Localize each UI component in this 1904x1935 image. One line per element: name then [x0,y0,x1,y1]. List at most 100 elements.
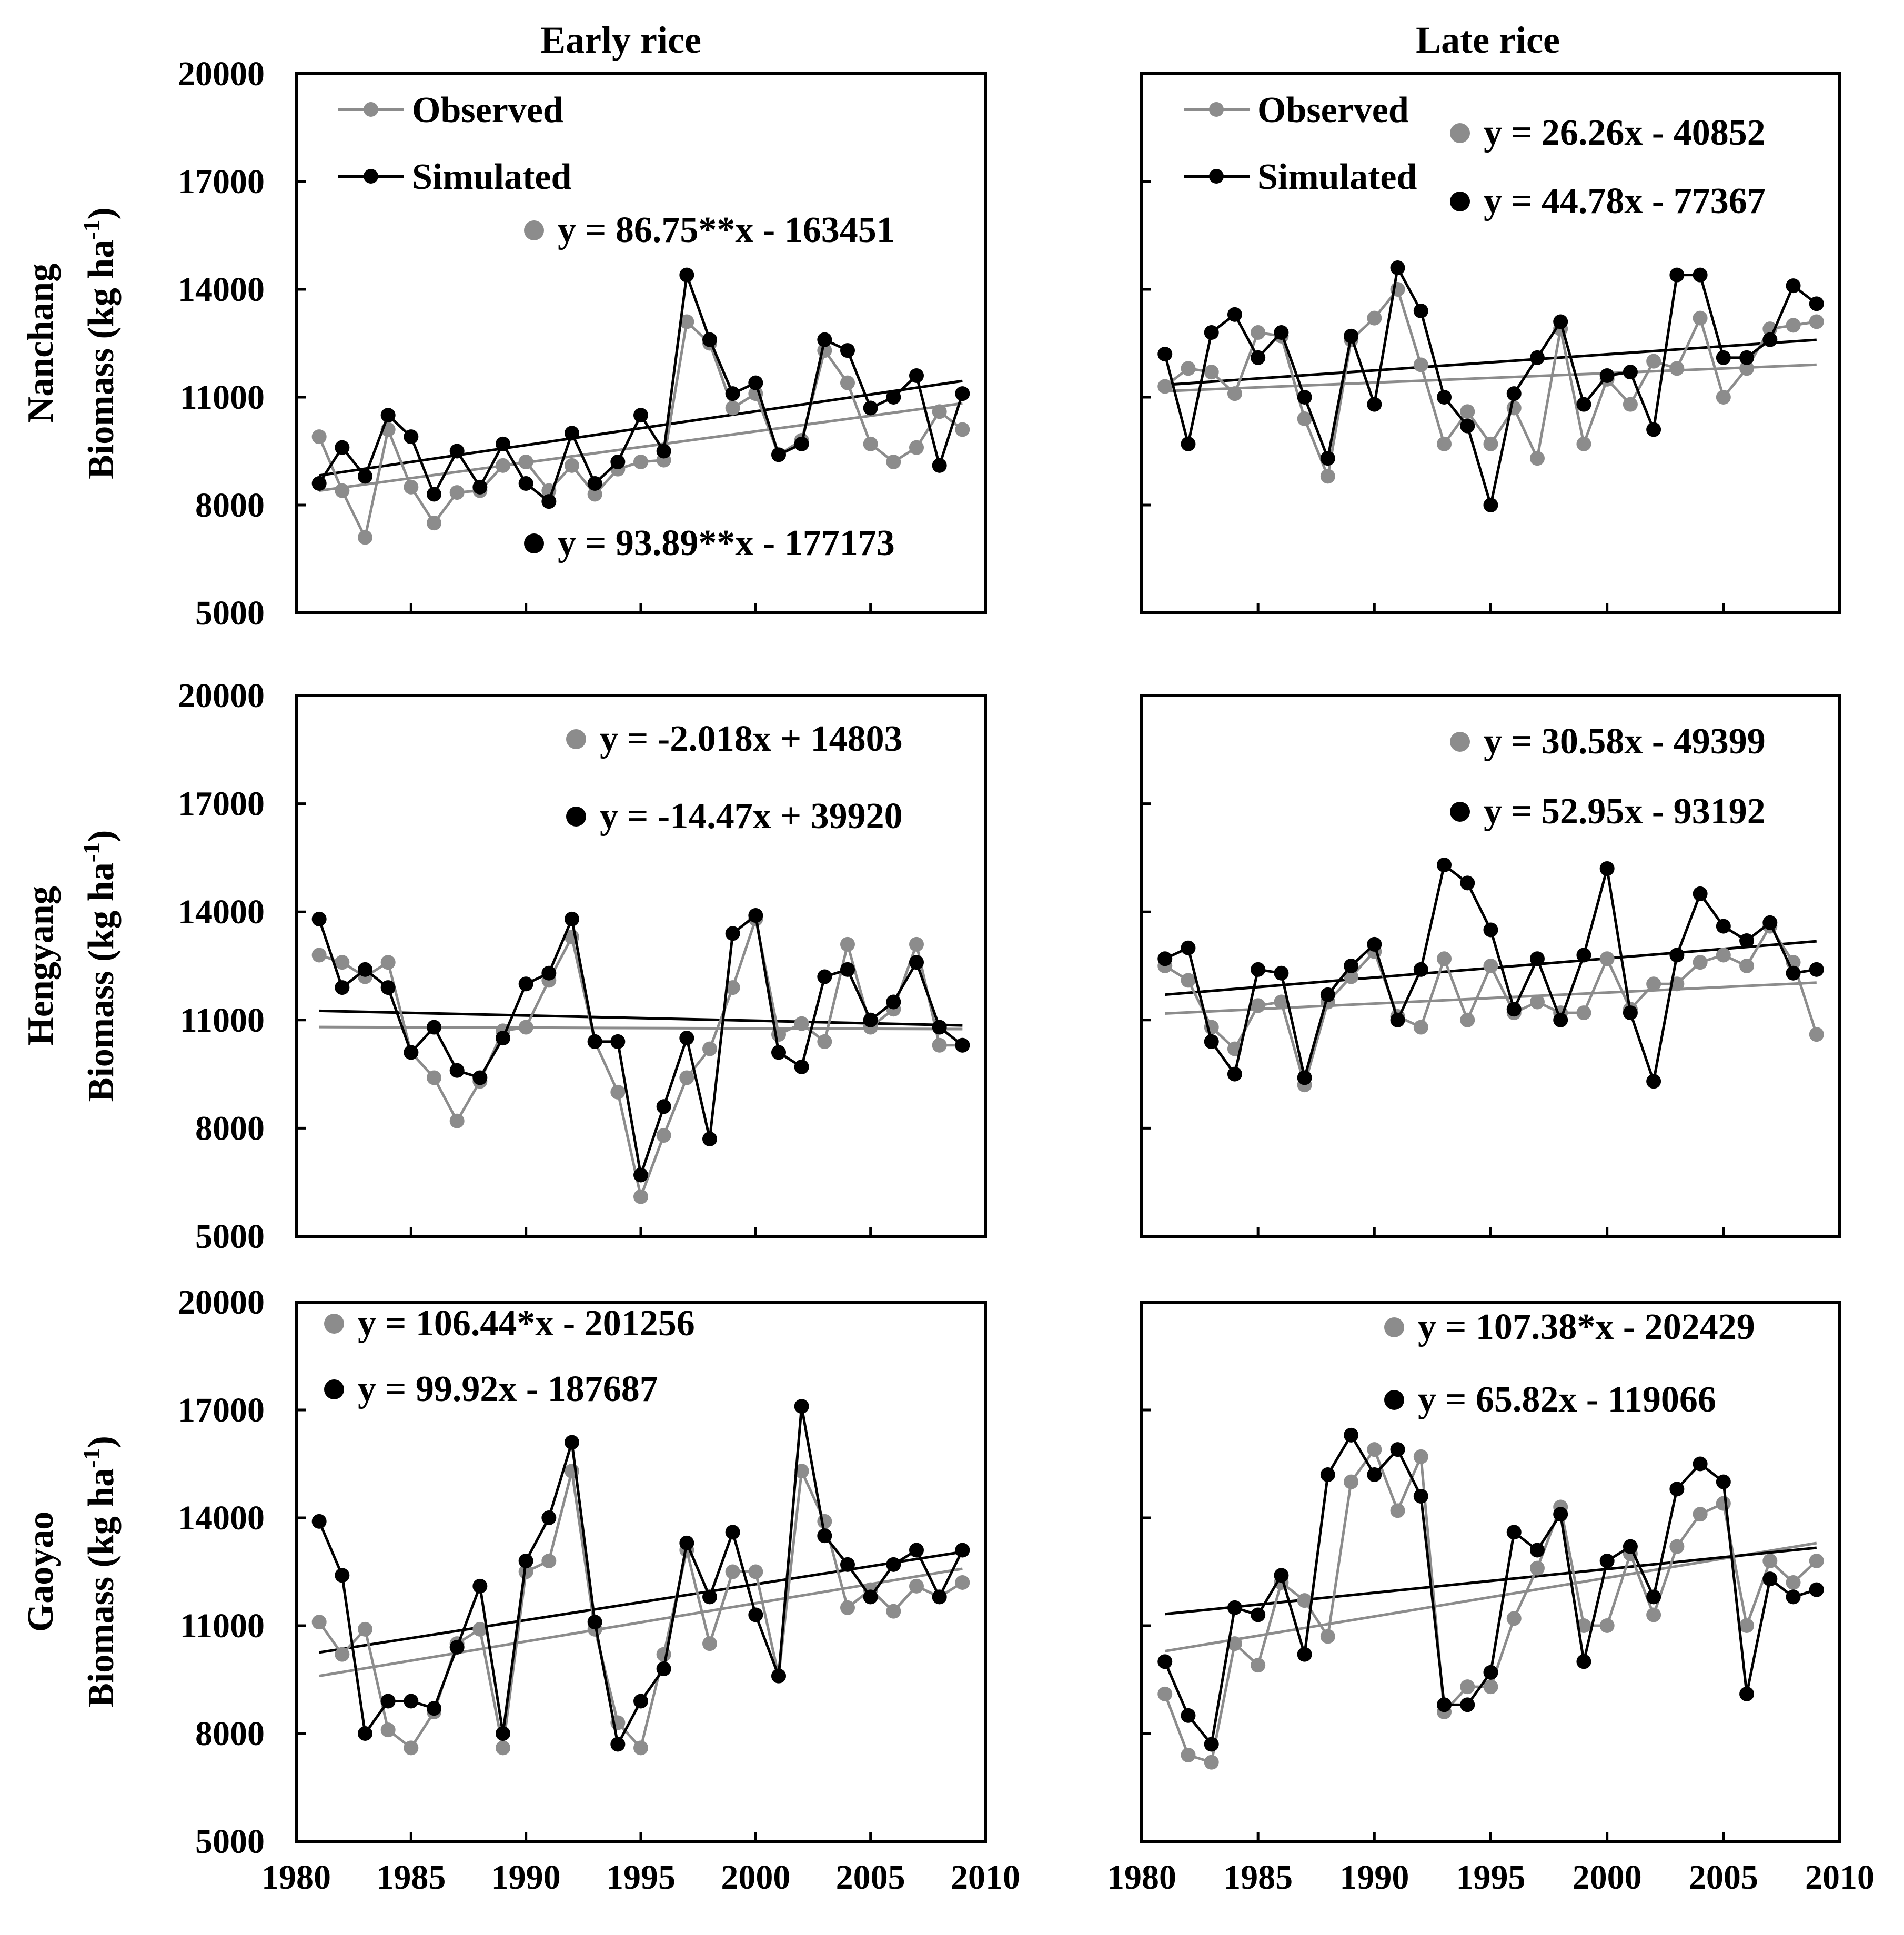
point-simulated-1982 [1181,436,1196,451]
point-simulated-1995 [633,408,648,423]
point-simulated-2000 [1599,1554,1615,1568]
point-simulated-1985 [404,1694,419,1709]
equation-marker-simulated [1450,802,1470,822]
point-simulated-2006 [886,994,901,1010]
chart-gaoyao-late-rice: 1980 1985 1990 1995 2000 2005 2010 y = 107.38*x… [1107,1301,1875,1897]
point-simulated-1988 [1320,987,1335,1002]
point-simulated-1987 [449,444,465,459]
point-observed-2006 [886,1604,901,1619]
trendline-simulated [319,1009,963,1027]
point-observed-1997 [1529,994,1545,1010]
point-simulated-1982 [335,980,350,995]
point-observed-1997 [679,314,694,329]
point-observed-1996 [656,1647,671,1662]
point-simulated-2001 [1623,1005,1638,1021]
point-simulated-1983 [358,1726,372,1741]
point-simulated-1985 [1251,350,1266,365]
point-simulated-2001 [771,1045,786,1060]
point-simulated-1982 [335,440,350,455]
point-simulated-1987 [1297,1070,1312,1085]
column-title-late-rice: Late rice [1416,19,1560,61]
point-observed-1984 [380,955,396,970]
point-observed-1983 [358,530,372,545]
y-tick-label: 11000 [180,1607,265,1645]
point-observed-2004 [1693,955,1708,970]
point-observed-1981 [1157,1686,1173,1701]
point-observed-1983 [1204,1755,1219,1770]
point-observed-2008 [1786,318,1801,333]
point-simulated-1991 [1390,1012,1405,1027]
point-simulated-2009 [1809,962,1824,977]
point-observed-1994 [1460,1012,1475,1027]
point-simulated-1997 [1529,350,1545,365]
trend-equation-observed: y = 86.75**x - 163451 [558,210,895,250]
trend-equation-simulated: y = -14.47x + 39920 [600,796,903,837]
point-simulated-2009 [1809,296,1824,311]
point-simulated-1992 [565,1435,579,1450]
trend-equation-simulated: y = 93.89**x - 177173 [558,523,895,563]
point-simulated-1994 [1460,1697,1475,1712]
y-tick-label: 8000 [195,1109,265,1147]
point-observed-1998 [702,1636,717,1651]
point-simulated-2008 [1786,278,1801,294]
point-observed-1994 [1460,404,1475,419]
point-simulated-2005 [1716,350,1731,365]
point-simulated-1991 [541,494,557,509]
point-simulated-1983 [1204,1034,1219,1049]
x-tick-label: 2010 [951,1858,1020,1897]
point-observed-1989 [1344,1474,1359,1489]
point-simulated-1998 [1553,1507,1568,1522]
point-observed-1990 [518,455,533,469]
point-observed-1982 [335,955,350,970]
point-observed-1986 [1274,994,1289,1010]
trendline-observed [1164,1541,1817,1652]
point-observed-1995 [633,1740,648,1756]
point-simulated-1995 [633,1694,648,1709]
y-tick-label: 17000 [178,1391,265,1429]
point-observed-1986 [427,1070,441,1085]
y-tick-label: 5000 [195,594,265,632]
point-observed-2009 [955,1575,970,1590]
point-simulated-1993 [587,1034,602,1049]
point-observed-1982 [1181,973,1196,988]
point-simulated-1997 [679,1535,694,1550]
point-simulated-2004 [840,1557,855,1572]
equation-marker-observed [1384,1317,1404,1337]
point-observed-1989 [496,458,510,473]
point-simulated-1993 [1437,858,1452,873]
point-simulated-1995 [633,1167,648,1183]
y-tick-label: 17000 [178,163,265,201]
point-observed-1985 [404,479,419,495]
point-simulated-2006 [886,390,901,405]
point-simulated-1984 [1227,307,1242,322]
point-simulated-2004 [1693,267,1708,283]
x-tick-label: 1980 [1107,1858,1176,1897]
point-simulated-1986 [1274,325,1289,340]
point-simulated-1981 [1157,951,1173,966]
point-simulated-2009 [1809,1582,1824,1597]
point-simulated-2007 [909,955,924,970]
point-observed-1990 [518,1564,533,1579]
point-simulated-1984 [1227,1600,1242,1615]
point-simulated-1984 [380,408,396,423]
y-tick-label: 20000 [178,55,265,93]
legend-swatch-marker [1209,169,1224,184]
legend-label-simulated: Simulated [412,157,571,197]
point-observed-1999 [1576,436,1591,451]
point-simulated-2006 [1739,1686,1755,1701]
point-simulated-2005 [863,1589,878,1605]
point-simulated-1984 [1227,1066,1242,1082]
point-simulated-2000 [748,1607,763,1622]
point-simulated-2000 [748,908,763,923]
point-simulated-2007 [909,1543,924,1558]
trendline-simulated [1164,1546,1817,1616]
point-simulated-1983 [1204,1737,1219,1752]
y-tick-label: 14000 [178,893,265,931]
point-observed-1996 [1506,1611,1522,1626]
point-observed-1996 [656,1128,671,1143]
point-observed-1984 [1227,386,1242,401]
point-observed-2004 [840,375,855,390]
point-simulated-1981 [311,476,327,491]
point-simulated-2004 [840,343,855,358]
